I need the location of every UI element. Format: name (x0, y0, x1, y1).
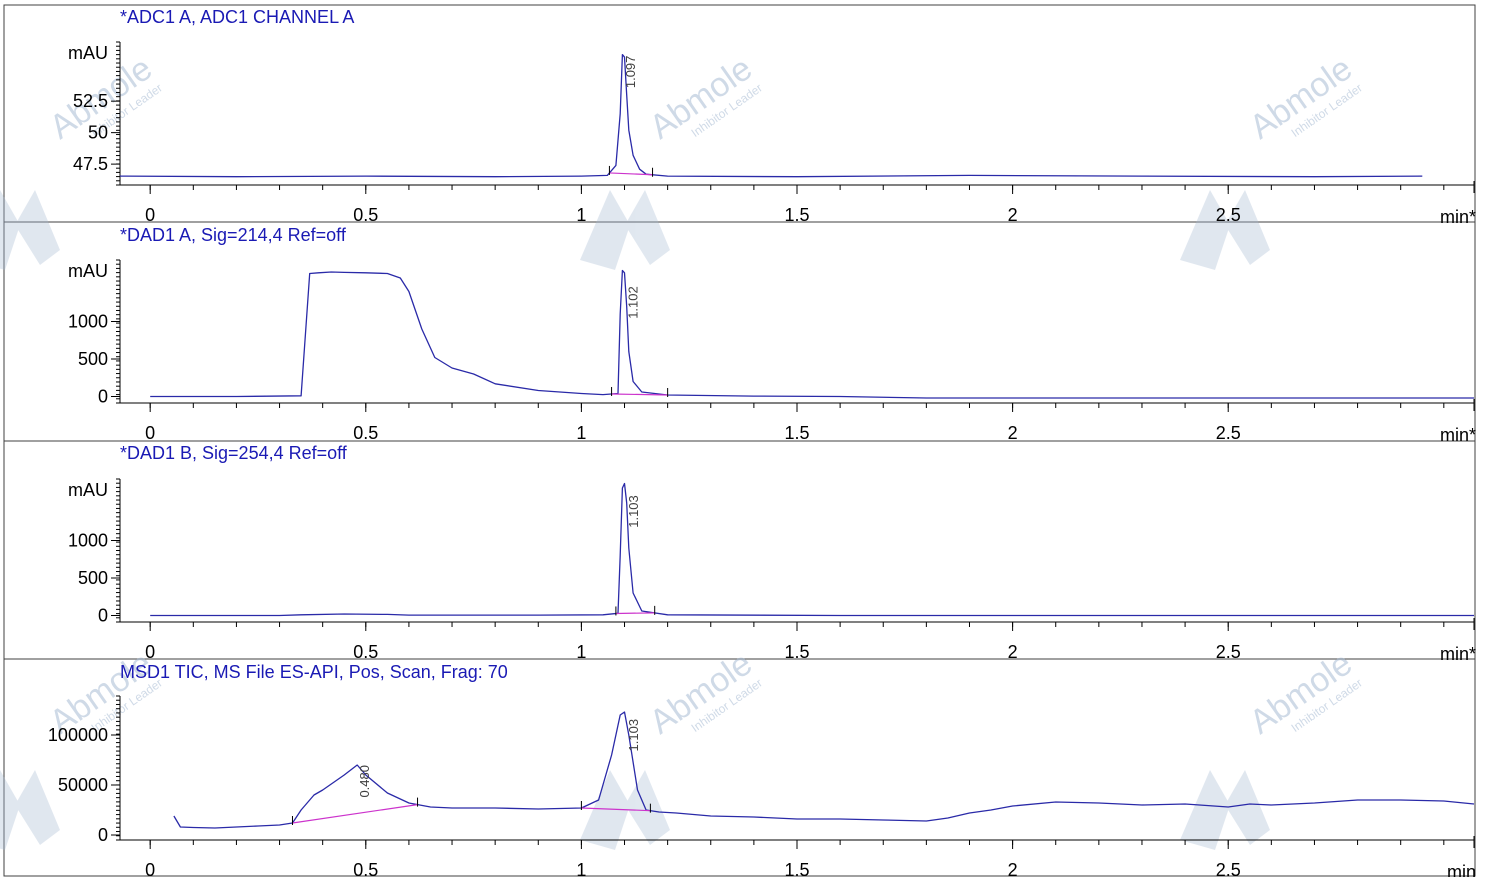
x-tick-label: 2.5 (1216, 205, 1241, 225)
x-tick-label: 1 (576, 423, 586, 443)
peak-label: 0.480 (357, 765, 372, 798)
panel-3: *DAD1 B, Sig=254,4 Ref=off 0 500 1000 mAU 0 0.… (68, 443, 1476, 664)
abmole-logo-shape (1225, 770, 1270, 845)
y-axis-label: mAU (68, 261, 108, 281)
abmole-logo-shape (1180, 770, 1230, 850)
panel-title: *DAD1 A, Sig=214,4 Ref=off (120, 225, 347, 245)
signal-trace (150, 482, 1474, 617)
abmole-logo-icon (0, 770, 60, 850)
panel-title: MSD1 TIC, MS File ES-API, Pos, Scan, Fra… (120, 662, 508, 682)
x-tick-label: 1.5 (784, 860, 809, 877)
abmole-logo-shape (0, 770, 20, 850)
y-axis-label: mAU (68, 43, 108, 63)
x-tick-label: 1.5 (784, 205, 809, 225)
x-tick-label: 2 (1008, 860, 1018, 877)
panel-frames (3, 4, 1476, 877)
y-tick-label: 500 (78, 568, 108, 588)
x-tick-label: 0 (145, 642, 155, 662)
x-tick-label: 0.5 (353, 205, 378, 225)
panel-frame-4 (3, 658, 1476, 877)
y-tick-label: 52.5 (73, 91, 108, 111)
panel-1: *ADC1 A, ADC1 CHANNEL A 47.5 50 52.5 mAU 0 0.5… (68, 7, 1476, 227)
peak-label: 1.103 (626, 495, 641, 528)
abmole-logo-shape (580, 770, 630, 850)
abmole-logo-shape (580, 190, 630, 270)
y-tick-label: 1000 (68, 312, 108, 332)
abmole-logo-icon (1180, 770, 1270, 850)
abmole-logo-shape (625, 770, 670, 845)
x-tick-label: 2 (1008, 205, 1018, 225)
peak-label: 1.103 (626, 719, 641, 752)
y-tick-label: 0 (98, 606, 108, 626)
y-tick-label: 0 (98, 387, 108, 407)
peak-label: 1.097 (623, 56, 638, 89)
x-tick-label: 0 (145, 205, 155, 225)
x-axis-label: min* (1440, 644, 1476, 664)
x-tick-label: 0.5 (353, 860, 378, 877)
abmole-logo-shape (1180, 190, 1230, 270)
peak-baseline (581, 807, 651, 812)
abmole-logo-shape (0, 190, 20, 270)
panel-frame-3 (3, 440, 1476, 660)
x-tick-label: 1.5 (784, 423, 809, 443)
abmole-logo-shape (1225, 190, 1270, 265)
y-axis-label: mAU (68, 480, 108, 500)
y-tick-label: 50000 (58, 775, 108, 795)
x-tick-label: 2.5 (1216, 860, 1241, 877)
panel-title: *DAD1 B, Sig=254,4 Ref=off (120, 443, 348, 463)
x-axis-label: min* (1440, 207, 1476, 227)
abmole-logo-icon (1180, 190, 1270, 270)
peak-baseline (292, 804, 418, 824)
x-tick-label: 2.5 (1216, 642, 1241, 662)
x-tick-label: 0.5 (353, 423, 378, 443)
y-tick-label: 0 (98, 825, 108, 845)
x-axis-label: min* (1440, 425, 1476, 445)
x-tick-label: 0 (145, 860, 155, 877)
panel-2: *DAD1 A, Sig=214,4 Ref=off 0 500 1000 mAU 0 0.… (68, 225, 1476, 445)
x-tick-label: 1 (576, 205, 586, 225)
peak-baseline (611, 393, 668, 396)
x-tick-label: 2 (1008, 423, 1018, 443)
x-tick-label: 1 (576, 860, 586, 877)
x-tick-label: 2 (1008, 642, 1018, 662)
abmole-logo-icon (0, 190, 60, 270)
panel-4: MSD1 TIC, MS File ES-API, Pos, Scan, Fra… (48, 662, 1476, 877)
abmole-logo-icon (580, 770, 670, 850)
y-tick-label: 50 (88, 123, 108, 143)
peak-baseline (615, 612, 655, 615)
y-tick-label: 47.5 (73, 154, 108, 174)
abmole-logo-shape (15, 190, 60, 265)
y-tick-label: 500 (78, 349, 108, 369)
signal-trace (173, 711, 1475, 829)
signal-trace (119, 53, 1423, 178)
chromatogram-panels: *ADC1 A, ADC1 CHANNEL A 47.5 50 52.5 mAU 0 0.5… (48, 7, 1476, 877)
signal-trace (150, 269, 1474, 399)
peak-baseline (609, 172, 653, 176)
y-tick-label: 1000 (68, 531, 108, 551)
panel-title: *ADC1 A, ADC1 CHANNEL A (120, 7, 354, 27)
abmole-logo-shape (625, 190, 670, 265)
x-tick-label: 0 (145, 423, 155, 443)
x-tick-label: 1 (576, 642, 586, 662)
abmole-logo-icon (580, 190, 670, 270)
x-tick-label: 1.5 (784, 642, 809, 662)
x-tick-label: 0.5 (353, 642, 378, 662)
abmole-logo-shape (15, 770, 60, 845)
x-tick-label: 2.5 (1216, 423, 1241, 443)
peak-label: 1.102 (625, 286, 640, 319)
x-axis-label: min (1447, 862, 1476, 877)
y-tick-label: 100000 (48, 725, 108, 745)
